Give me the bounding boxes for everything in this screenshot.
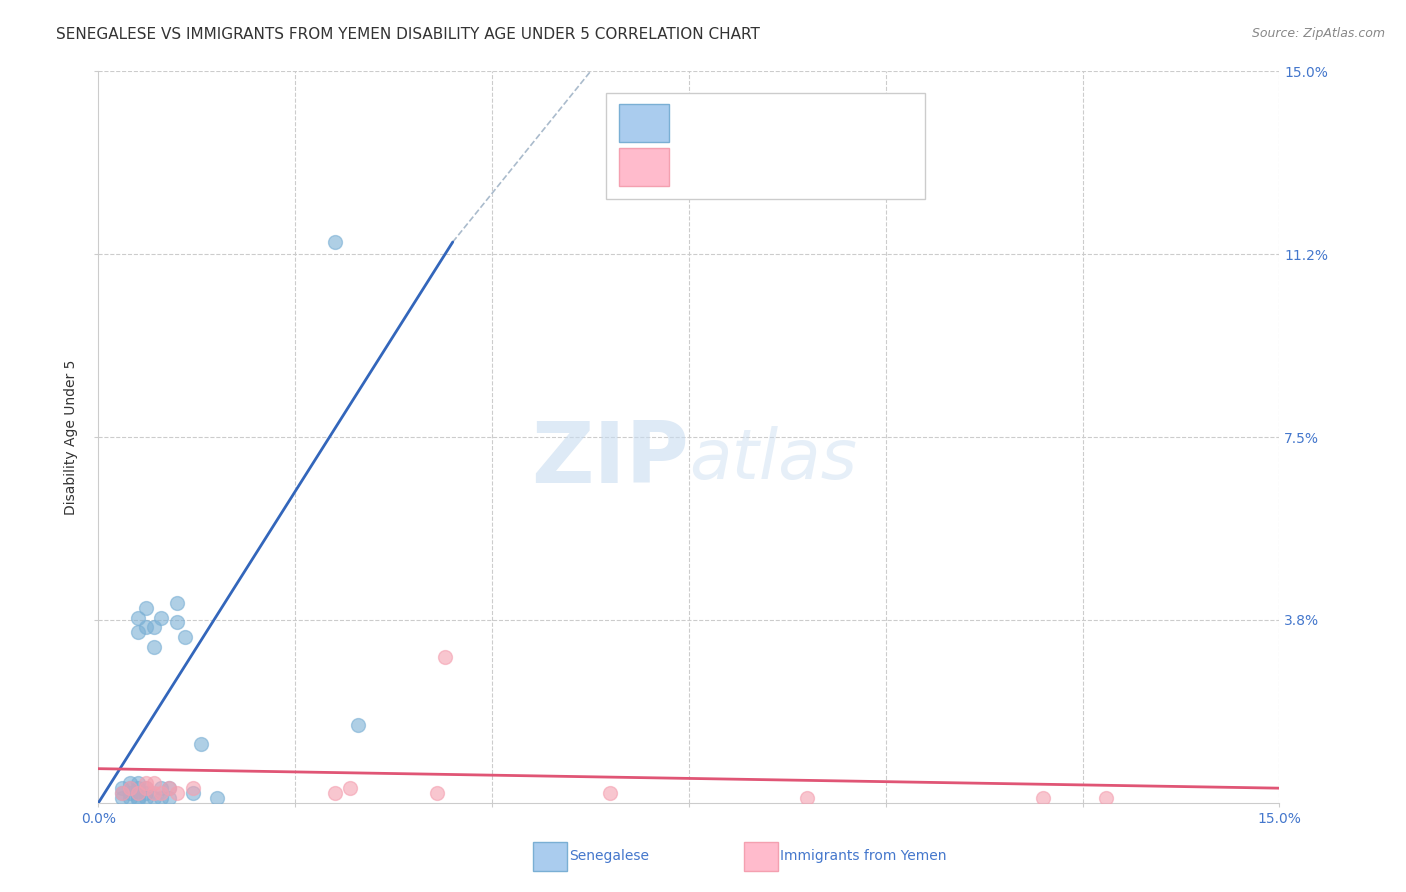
Point (135, 600, 157, 615)
Point (174, 630, 197, 644)
Point (127, 776, 149, 790)
Point (150, 791, 173, 805)
Point (135, 776, 157, 790)
Point (190, 737, 212, 751)
Point (323, 235, 346, 249)
Point (166, 615, 188, 630)
Point (127, 786, 149, 800)
Y-axis label: Disability Age Under 5: Disability Age Under 5 (65, 359, 79, 515)
Point (1095, 791, 1118, 805)
Point (426, 786, 449, 800)
Point (127, 610, 149, 624)
Point (111, 791, 134, 805)
Point (339, 781, 361, 796)
Point (118, 781, 141, 796)
Point (142, 640, 165, 654)
Text: R = -0.372    N = 19: R = -0.372 N = 19 (681, 159, 863, 174)
Point (135, 781, 157, 796)
Point (142, 620, 165, 634)
Point (157, 781, 180, 796)
Point (118, 791, 141, 805)
Point (157, 791, 180, 805)
Point (150, 786, 173, 800)
Text: ZIP: ZIP (531, 417, 689, 500)
Point (135, 620, 157, 634)
Point (181, 786, 204, 800)
Text: R =  0.780    N = 35: R = 0.780 N = 35 (681, 115, 863, 130)
Text: atlas: atlas (689, 425, 856, 492)
Point (111, 786, 134, 800)
Point (166, 786, 188, 800)
Text: Source: ZipAtlas.com: Source: ZipAtlas.com (1251, 27, 1385, 40)
Point (166, 596, 188, 610)
Point (796, 791, 818, 805)
Point (157, 781, 180, 796)
Point (599, 786, 621, 800)
Point (127, 625, 149, 640)
Point (127, 791, 149, 805)
Point (1032, 791, 1054, 805)
Point (127, 781, 149, 796)
Point (118, 776, 141, 790)
Text: Senegalese: Senegalese (569, 849, 650, 863)
Point (111, 786, 134, 800)
Point (205, 791, 228, 805)
FancyBboxPatch shape (619, 104, 669, 143)
Text: Immigrants from Yemen: Immigrants from Yemen (780, 849, 946, 863)
Point (127, 786, 149, 800)
Text: SENEGALESE VS IMMIGRANTS FROM YEMEN DISABILITY AGE UNDER 5 CORRELATION CHART: SENEGALESE VS IMMIGRANTS FROM YEMEN DISA… (56, 27, 761, 42)
Point (150, 610, 173, 624)
Point (111, 781, 134, 796)
FancyBboxPatch shape (619, 148, 669, 186)
FancyBboxPatch shape (606, 94, 925, 200)
Point (150, 781, 173, 796)
Point (347, 718, 370, 732)
Point (135, 791, 157, 805)
Point (135, 786, 157, 800)
Point (181, 781, 204, 796)
Point (142, 791, 165, 805)
Point (142, 776, 165, 790)
Point (118, 786, 141, 800)
Point (323, 786, 346, 800)
Point (127, 793, 149, 807)
Point (142, 786, 165, 800)
Point (135, 781, 157, 796)
Point (118, 781, 141, 796)
Point (433, 649, 456, 664)
